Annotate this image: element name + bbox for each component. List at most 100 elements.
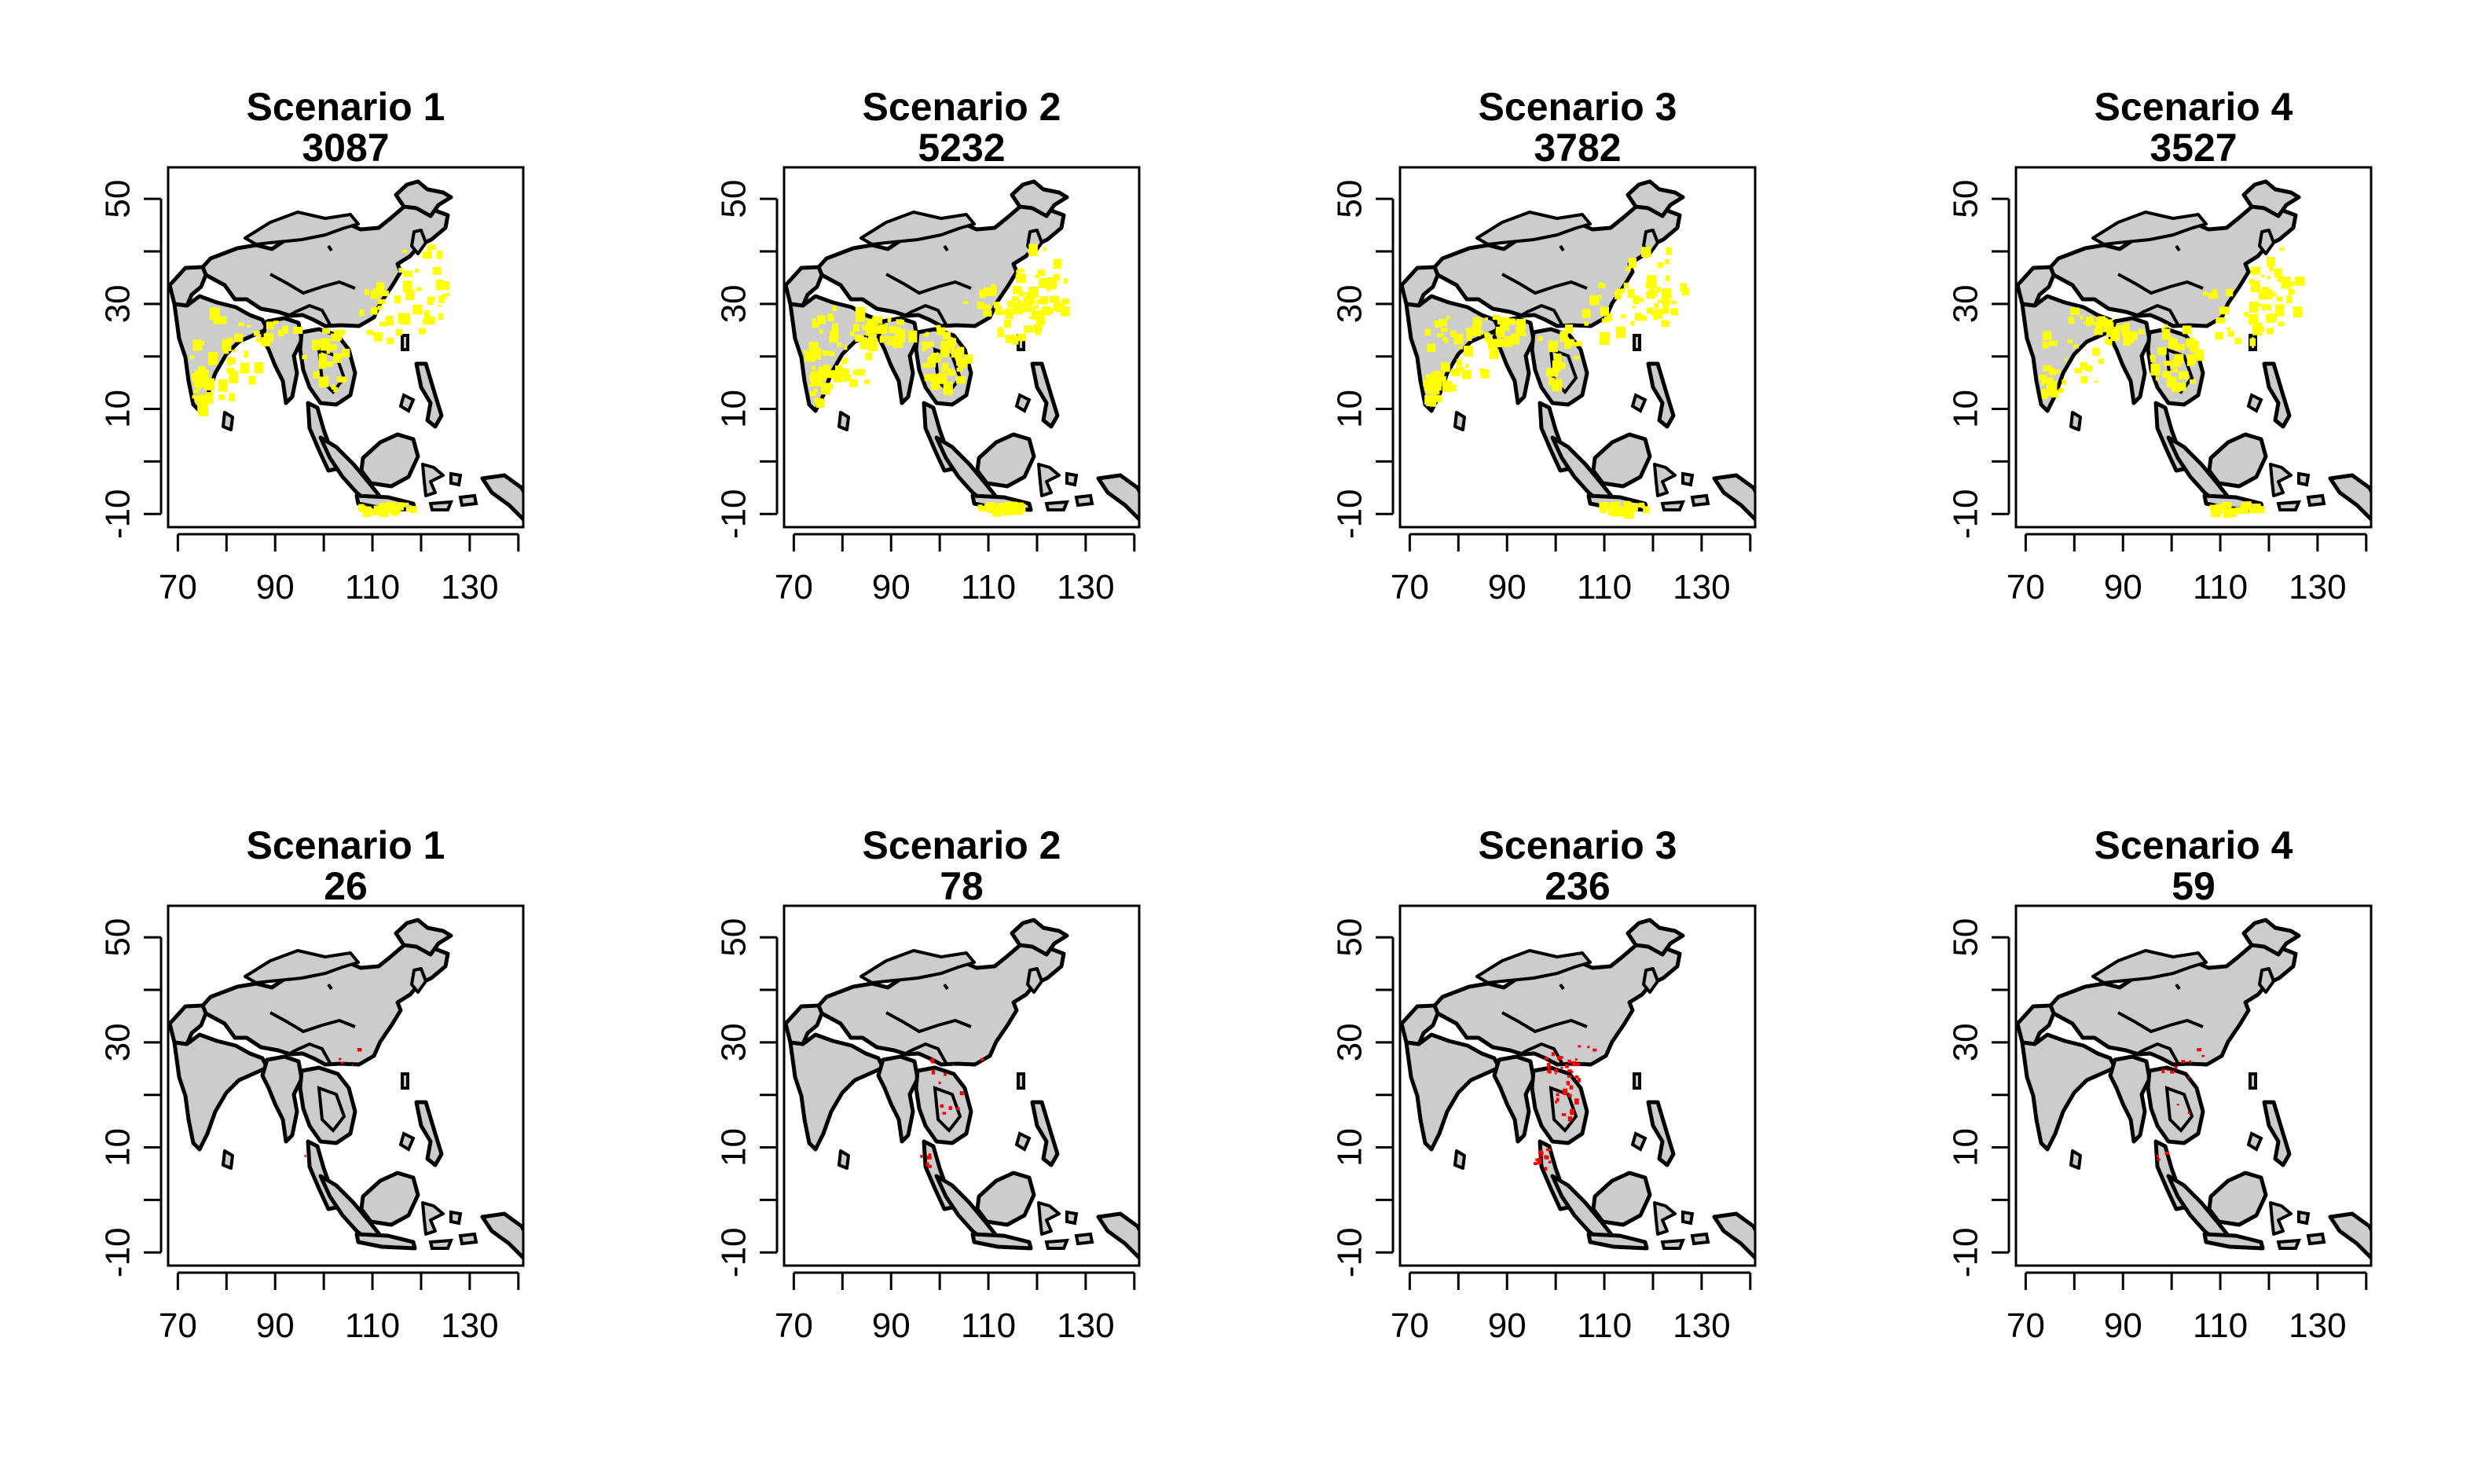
suitable-cell	[2049, 340, 2058, 346]
suitable-cell	[1019, 268, 1024, 273]
suitable-cell	[1450, 330, 1457, 337]
suitable-cell	[1030, 307, 1036, 313]
suitable-cell	[1662, 288, 1672, 299]
panel-value: 236	[1545, 864, 1610, 908]
suitable-cell	[379, 502, 390, 511]
suitable-cell	[189, 355, 195, 359]
suitable-cell	[1450, 384, 1457, 391]
suitable-cell	[829, 331, 839, 340]
panel-value: 59	[2172, 864, 2216, 908]
hotspot-cell	[2161, 1068, 2165, 1074]
hotspot-cell	[1567, 1059, 1571, 1064]
suitable-cell	[244, 350, 249, 357]
x-tick-label: 90	[1488, 568, 1527, 606]
suitable-cell	[1456, 366, 1464, 372]
suitable-cell	[226, 357, 236, 365]
suitable-cell	[2267, 257, 2275, 267]
x-tick-label: 110	[2193, 568, 2248, 606]
suitable-cell	[1538, 336, 1543, 342]
y-tick-label: -10	[99, 1227, 137, 1277]
suitable-cell	[1039, 316, 1046, 325]
hotspot-cell	[952, 1064, 955, 1066]
suitable-cell	[395, 328, 403, 335]
suitable-cell	[808, 383, 813, 387]
plot-frame	[167, 904, 525, 1267]
suitable-cell	[817, 315, 826, 324]
suitable-cell	[819, 329, 823, 334]
hotspot-cell	[1574, 1075, 1579, 1079]
suitable-cell	[1631, 503, 1638, 511]
suitable-cell	[852, 324, 859, 332]
suitable-cell	[358, 504, 365, 512]
suitable-cell	[2249, 301, 2259, 313]
suitable-cell	[222, 339, 232, 351]
x-tick-label: 130	[1057, 1306, 1114, 1345]
x-tick-label: 70	[2007, 568, 2045, 606]
suitable-cell	[1504, 336, 1512, 342]
y-tick-label: 50	[1947, 918, 1985, 957]
suitable-cell	[2258, 505, 2265, 514]
suitable-cell	[438, 295, 445, 303]
suitable-cell	[1453, 333, 1464, 345]
x-tick-label: 70	[2007, 1306, 2045, 1345]
panel-value: 3087	[302, 126, 389, 170]
suitable-cell	[862, 324, 869, 331]
y-tick-label: 30	[1947, 1023, 1985, 1061]
suitable-cell	[951, 348, 962, 358]
suitable-cell	[2046, 345, 2050, 348]
suitable-cell	[2212, 289, 2217, 295]
panel-value: 3527	[2150, 126, 2237, 170]
suitable-cell	[817, 372, 823, 379]
suitable-cell	[1600, 306, 1609, 316]
suitable-cell	[1549, 340, 1558, 353]
x-tick-label: 130	[441, 1306, 498, 1345]
suitable-cell	[1053, 273, 1061, 281]
suitable-cell	[812, 365, 816, 371]
suitable-cell	[1005, 308, 1013, 319]
hotspot-cell	[940, 1104, 944, 1108]
suitable-cell	[2095, 380, 2098, 383]
suitable-cell	[209, 307, 220, 321]
suitable-cell	[2050, 382, 2054, 387]
x-tick-label: 90	[872, 1306, 911, 1345]
suitable-cell	[273, 321, 279, 324]
suitable-cell	[2080, 376, 2088, 384]
y-tick-label: 10	[715, 1128, 753, 1167]
suitable-cell	[2227, 331, 2234, 337]
panel-title: Scenario 3	[1479, 85, 1677, 129]
suitable-cell	[1024, 325, 1034, 333]
suitable-cell	[1036, 299, 1043, 305]
suitable-cell	[1047, 277, 1057, 286]
suitable-cell	[995, 306, 1002, 315]
suitable-cell	[2104, 339, 2110, 344]
hotspot-cell	[959, 1091, 964, 1096]
suitable-cell	[1641, 247, 1651, 258]
suitable-cell	[226, 368, 235, 374]
hotspot-cell	[1535, 1158, 1539, 1162]
suitable-cell	[1020, 291, 1025, 296]
suitable-cell	[199, 368, 207, 377]
suitable-cell	[1427, 343, 1436, 353]
suitable-cell	[2051, 390, 2054, 395]
suitable-cell	[1661, 320, 1667, 324]
x-tick-label: 90	[2104, 1306, 2142, 1345]
hotspot-cell	[1545, 1148, 1551, 1152]
hotspot-cell	[1568, 1094, 1572, 1097]
suitable-cell	[2124, 323, 2130, 332]
suitable-cell	[1015, 274, 1021, 279]
panel-title: Scenario 2	[863, 823, 1061, 867]
suitable-cell	[254, 362, 264, 373]
suitable-cell	[908, 330, 918, 343]
suitable-cell	[950, 345, 955, 350]
suitable-cell	[1666, 247, 1672, 255]
panel-title: Scenario 1	[247, 823, 445, 867]
suitable-cell	[193, 389, 200, 394]
hotspot-cell	[1547, 1064, 1551, 1068]
suitable-cell	[2172, 387, 2181, 393]
suitable-cell	[1461, 369, 1472, 379]
suitable-cell	[2098, 358, 2105, 365]
suitable-cell	[1431, 379, 1437, 387]
suitable-cell	[1434, 320, 1442, 328]
y-tick-label: 30	[1331, 1023, 1369, 1061]
suitable-cell	[257, 335, 262, 338]
